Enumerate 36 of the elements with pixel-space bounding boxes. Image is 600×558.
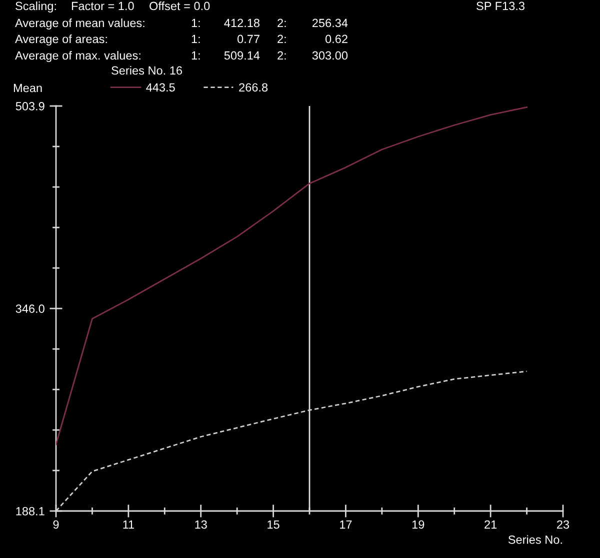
y-tick-label: 503.9 bbox=[16, 102, 44, 110]
text: 2: bbox=[278, 18, 286, 28]
text: 509.14 bbox=[224, 51, 260, 60]
y-tick-label: 346.0 bbox=[16, 304, 44, 313]
x-axis-title: Series No. bbox=[508, 535, 562, 544]
text: 0.77 bbox=[237, 34, 260, 44]
text: 256.34 bbox=[312, 18, 348, 28]
text: Average of mean values: bbox=[15, 18, 144, 30]
line-series bbox=[56, 106, 528, 446]
x-tick-label: 15 bbox=[268, 520, 280, 529]
text: Factor = 1.0 bbox=[72, 2, 134, 10]
text: 412.18 bbox=[224, 18, 260, 28]
text: 2: bbox=[278, 51, 286, 60]
text: Scaling: bbox=[16, 2, 56, 12]
text: 303.00 bbox=[312, 51, 348, 60]
text: Average of areas: bbox=[15, 34, 107, 46]
text: 1: bbox=[192, 34, 200, 44]
text: SP F13.3 bbox=[476, 2, 524, 10]
x-tick-label: 23 bbox=[557, 520, 570, 529]
text: 2: bbox=[278, 34, 286, 44]
text: Offset = 0.0 bbox=[150, 2, 210, 10]
x-tick-label: 19 bbox=[412, 520, 424, 529]
x-tick-label: 17 bbox=[340, 520, 352, 529]
text: 0.62 bbox=[325, 34, 348, 44]
x-tick-label: 9 bbox=[53, 520, 59, 529]
legend-title: Series No. 16 bbox=[112, 66, 182, 75]
legend-label: 266.8 bbox=[239, 83, 268, 92]
y-tick-label: 188.1 bbox=[16, 507, 44, 516]
text: 1: bbox=[192, 18, 200, 28]
x-tick-label: 13 bbox=[195, 520, 207, 529]
legend-label: 443.5 bbox=[146, 83, 175, 92]
text: Average of max. values: bbox=[15, 51, 140, 62]
x-tick-label: 21 bbox=[484, 520, 497, 529]
text: 1: bbox=[192, 51, 200, 60]
y-axis-title: Mean bbox=[14, 84, 42, 92]
x-tick-label: 11 bbox=[123, 520, 134, 529]
